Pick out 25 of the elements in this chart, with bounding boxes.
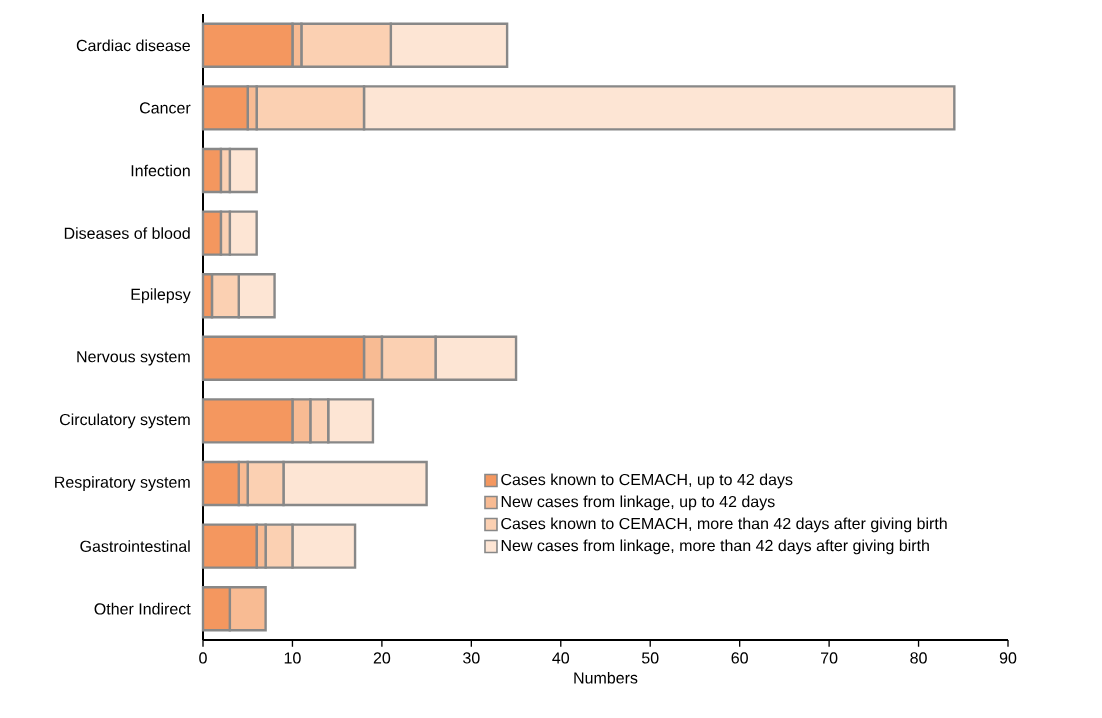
- y-tick-label: Other Indirect: [94, 602, 191, 615]
- x-tick-label: 40: [552, 652, 570, 664]
- x-tick-label: 80: [910, 652, 927, 664]
- legend-label: Cases known to CEMACH, up to 42 days: [501, 473, 793, 489]
- x-tick-label: 30: [463, 652, 480, 664]
- y-tick-label: Respiratory system: [55, 476, 190, 491]
- legend-label: New cases from linkage, more than 42 days after giving birth: [501, 539, 929, 555]
- y-tick-label: Diseases of blood: [64, 227, 190, 239]
- legend-label: New cases from linkage, up to 42 days: [501, 495, 775, 511]
- y-tick-label: Circulatory system: [59, 413, 190, 429]
- x-tick-label: 60: [731, 652, 748, 664]
- x-tick-label: 0: [199, 652, 207, 664]
- y-tick-label: Nervous system: [77, 351, 190, 366]
- y-tick-label: Gastrointestinal: [80, 540, 190, 552]
- y-tick-label: Epilepsy: [131, 288, 191, 304]
- x-tick-label: 20: [373, 652, 391, 664]
- y-tick-label: Infection: [131, 164, 190, 177]
- x-axis-title: Numbers: [574, 671, 638, 684]
- y-tick-label: Cardiac disease: [76, 39, 190, 52]
- x-tick-label: 70: [821, 652, 838, 664]
- x-tick-label: 10: [284, 652, 301, 664]
- y-tick-label: Cancer: [139, 102, 191, 114]
- legend-label: Cases known to CEMACH, more than 42 days after giving birth: [501, 517, 947, 533]
- x-tick-label: 50: [641, 652, 659, 664]
- x-tick-label: 90: [999, 652, 1017, 664]
